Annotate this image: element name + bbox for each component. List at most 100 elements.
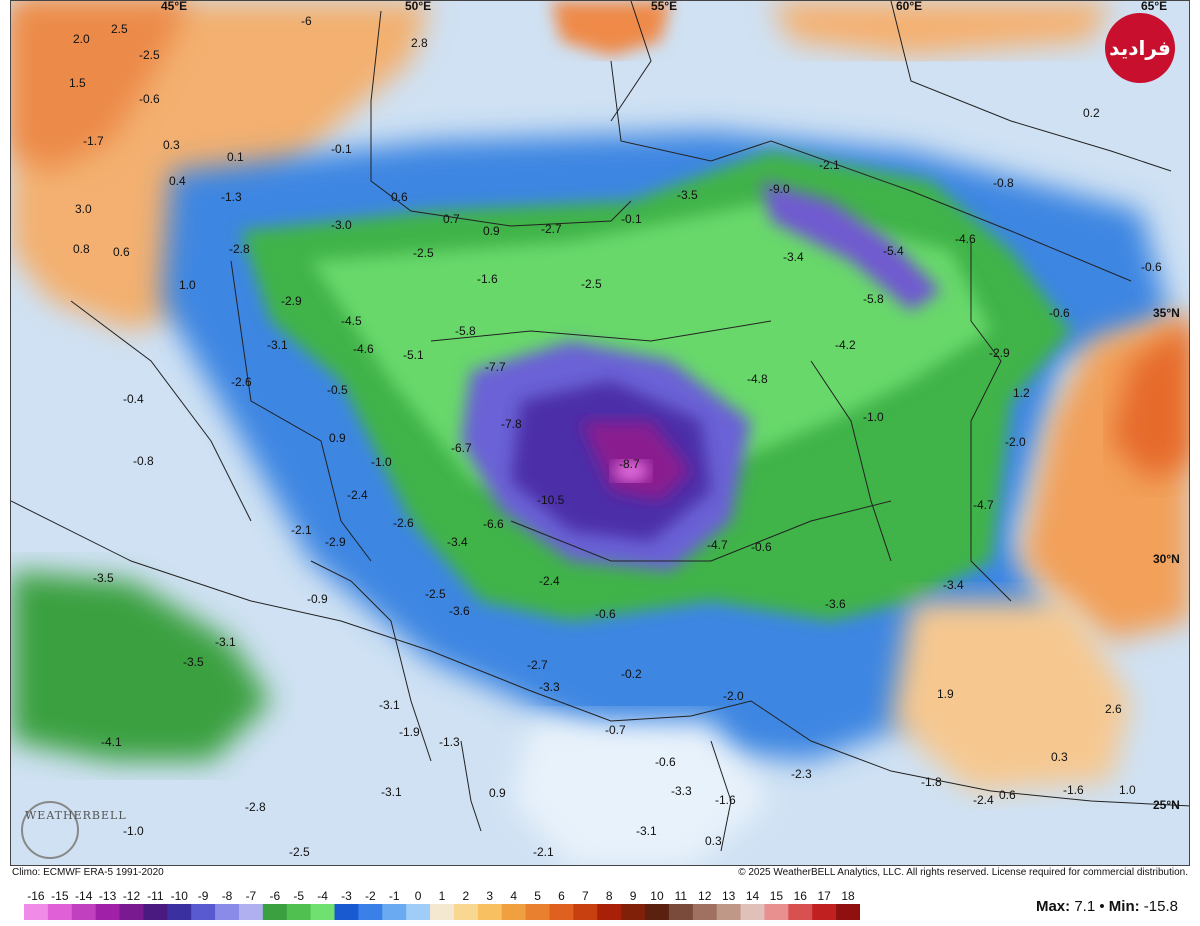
anomaly-value-label: -3.6 <box>449 604 470 618</box>
anomaly-value-label: 0.7 <box>443 212 460 226</box>
color-scale-tick: -12 <box>123 889 141 903</box>
color-swatch <box>95 904 121 920</box>
color-swatch <box>788 904 813 920</box>
anomaly-map: 45°E 50°E 55°E 60°E 65°E 35°N 30°N 25°N … <box>10 0 1190 866</box>
anomaly-value-label: -2.5 <box>413 246 434 260</box>
anomaly-value-label: -3.4 <box>783 250 804 264</box>
color-scale-tick: -16 <box>27 889 45 903</box>
color-swatch <box>262 904 288 920</box>
color-scale-tick: 9 <box>630 889 637 903</box>
anomaly-value-label: -3.1 <box>267 338 288 352</box>
anomaly-value-label: -5.4 <box>883 244 904 258</box>
color-swatch <box>621 904 646 920</box>
color-scale-tick: -14 <box>75 889 93 903</box>
anomaly-value-label: -2.5 <box>139 48 160 62</box>
anomaly-value-label: -3.4 <box>447 535 468 549</box>
anomaly-value-label: -0.6 <box>655 755 676 769</box>
color-scale-tick: -1 <box>389 889 400 903</box>
anomaly-value-label: 1.0 <box>1119 783 1136 797</box>
copyright-note: © 2025 WeatherBELL Analytics, LLC. All r… <box>738 867 1188 878</box>
color-scale-tick: -9 <box>198 889 209 903</box>
anomaly-value-label: -9.0 <box>769 182 790 196</box>
anomaly-value-label: 0.6 <box>391 190 408 204</box>
color-swatch <box>764 904 789 920</box>
color-scale-tick: -4 <box>317 889 328 903</box>
coord-label: 25°N <box>1153 798 1180 812</box>
anomaly-value-label: -10.5 <box>537 493 565 507</box>
anomaly-value-label: 0.1 <box>227 150 244 164</box>
anomaly-value-label: -0.6 <box>139 92 160 106</box>
anomaly-value-label: -2.0 <box>723 689 744 703</box>
anomaly-value-label: -1.3 <box>221 190 242 204</box>
color-swatch <box>238 904 264 920</box>
anomaly-value-label: -2.9 <box>281 294 302 308</box>
color-scale-tick: -10 <box>171 889 189 903</box>
anomaly-value-label: -1.3 <box>439 735 460 749</box>
anomaly-value-label: -1.0 <box>123 824 144 838</box>
color-swatch <box>119 904 144 920</box>
coord-label: 65°E <box>1141 1 1167 13</box>
anomaly-value-label: -3.1 <box>636 824 657 838</box>
color-scale-tick: 4 <box>510 889 517 903</box>
anomaly-value-label: -0.2 <box>621 667 642 681</box>
climo-source-note: Climo: ECMWF ERA-5 1991-2020 <box>12 867 164 878</box>
anomaly-value-label: -3.5 <box>183 655 204 669</box>
coord-label: 50°E <box>405 1 431 13</box>
color-swatch <box>358 904 383 920</box>
color-swatch <box>716 904 742 920</box>
anomaly-value-label: -5.8 <box>455 324 476 338</box>
anomaly-value-label: -0.6 <box>1141 260 1162 274</box>
coord-label: 60°E <box>896 1 922 13</box>
color-swatch <box>501 904 527 920</box>
anomaly-value-label: -3.1 <box>381 785 402 799</box>
anomaly-value-label: -3.3 <box>539 680 560 694</box>
max-min-summary: Max: 7.1 • Min: -15.8 <box>1036 898 1178 915</box>
faradeed-logo-badge: فرادید <box>1105 13 1175 83</box>
anomaly-value-label: -4.6 <box>955 232 976 246</box>
anomaly-value-label: -2.0 <box>1005 435 1026 449</box>
max-value: 7.1 <box>1074 898 1096 915</box>
min-value: -15.8 <box>1143 898 1178 915</box>
anomaly-value-label: -8.7 <box>619 457 640 471</box>
color-scale-tick: 17 <box>817 889 831 903</box>
anomaly-value-label: -0.1 <box>621 212 642 226</box>
anomaly-value-label: -2.7 <box>527 658 548 672</box>
anomaly-value-label: 2.8 <box>411 36 428 50</box>
anomaly-value-label: -7.8 <box>501 417 522 431</box>
separator-dot: • <box>1099 898 1105 915</box>
color-swatch <box>310 904 336 920</box>
anomaly-value-label: 0.2 <box>1083 106 1100 120</box>
color-scale-tick: 8 <box>606 889 613 903</box>
color-scale-tick: 12 <box>698 889 712 903</box>
anomaly-value-label: -2.4 <box>347 488 368 502</box>
anomaly-value-label: -2.1 <box>291 523 312 537</box>
color-swatch <box>668 904 694 920</box>
anomaly-shading <box>11 1 1189 865</box>
anomaly-value-label: -6.6 <box>483 517 504 531</box>
color-scale-tick: -3 <box>341 889 352 903</box>
anomaly-value-label: 2.5 <box>111 22 128 36</box>
anomaly-value-label: -7.7 <box>485 360 506 374</box>
anomaly-value-label: -0.1 <box>331 142 352 156</box>
anomaly-value-label: -1.9 <box>399 725 420 739</box>
color-swatch <box>24 904 49 920</box>
anomaly-value-label: -4.8 <box>747 372 768 386</box>
anomaly-value-label: -0.6 <box>595 607 616 621</box>
anomaly-value-label: -0.5 <box>327 383 348 397</box>
anomaly-value-label: 2.6 <box>1105 702 1122 716</box>
anomaly-value-label: -2.8 <box>229 242 250 256</box>
anomaly-value-label: 0.3 <box>705 834 722 848</box>
anomaly-value-label: -2.8 <box>245 800 266 814</box>
color-scale-tick: -8 <box>222 889 233 903</box>
anomaly-value-label: -2.7 <box>541 222 562 236</box>
color-swatch <box>740 904 765 920</box>
color-scale-tick: 10 <box>650 889 664 903</box>
color-scale-tick: 3 <box>486 889 493 903</box>
color-scale-tick: -5 <box>293 889 304 903</box>
color-swatch <box>692 904 718 920</box>
color-swatch <box>525 904 550 920</box>
color-swatch <box>836 904 860 920</box>
anomaly-value-label: -2.3 <box>791 767 812 781</box>
anomaly-value-label: -4.7 <box>973 498 994 512</box>
color-swatch <box>573 904 598 920</box>
